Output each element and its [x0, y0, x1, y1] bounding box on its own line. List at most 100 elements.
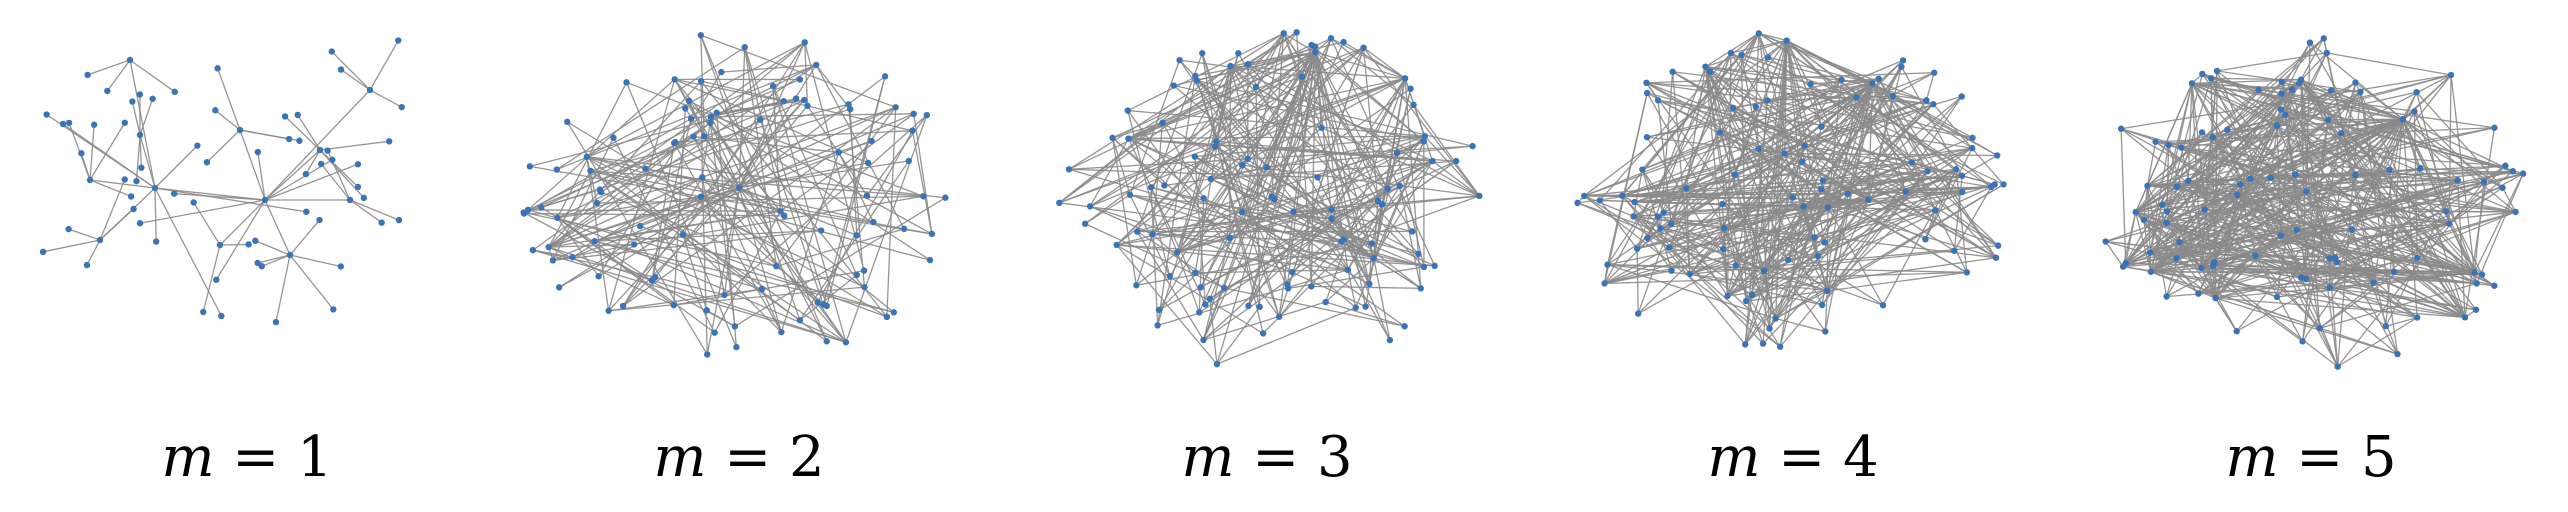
graph-edge — [215, 199, 266, 281]
graph-edge — [1689, 59, 1904, 275]
graph-edge — [2135, 211, 2152, 272]
graph-edge — [1634, 99, 1927, 203]
graph-edge — [154, 187, 157, 242]
graph-edge — [1821, 96, 1963, 306]
graph-node — [1643, 79, 1650, 87]
graph-node — [1875, 75, 1882, 83]
graph-node — [1772, 315, 1779, 322]
graph-edge — [1599, 199, 1829, 209]
graph-node — [1869, 80, 1876, 87]
graph-edge — [1224, 195, 1480, 289]
graph-edge — [527, 209, 894, 313]
graph-edge — [1164, 178, 1211, 187]
graph-edge — [2416, 92, 2450, 224]
graph-node — [1420, 263, 1428, 271]
graph-node — [883, 313, 891, 321]
graph-node — [1631, 198, 1638, 206]
graph-edge — [2125, 212, 2137, 264]
network-panel-m1: m = 1 — [0, 0, 504, 512]
graph-edge — [89, 122, 126, 181]
graph-node — [1764, 97, 1771, 104]
graph-edge — [1089, 138, 1130, 207]
graph-edge — [1730, 52, 2004, 186]
graph-edge — [1111, 137, 1137, 286]
graph-edge — [541, 136, 694, 208]
graph-node — [1196, 309, 1203, 316]
graph-edge — [815, 64, 851, 110]
graph-edge — [1111, 137, 1131, 196]
graph-node — [1170, 82, 1178, 89]
graph-node — [127, 193, 135, 200]
graph-node — [2255, 86, 2262, 93]
graph-edge — [2402, 119, 2418, 318]
graph-node — [697, 32, 705, 39]
graph-node — [881, 73, 889, 80]
graph-edge — [2300, 79, 2356, 176]
graph-node — [2386, 166, 2393, 173]
caption-value: 4 — [1843, 425, 1879, 490]
graph-node — [697, 193, 705, 200]
graph-edge — [1270, 52, 1317, 197]
graph-edge — [2204, 209, 2475, 273]
graph-edge — [1311, 44, 1425, 142]
graph-node — [1259, 330, 1267, 337]
graph-edge — [594, 229, 822, 242]
graph-node — [1994, 242, 2002, 249]
graph-node — [1618, 192, 1626, 199]
graph-node — [2173, 183, 2181, 190]
graph-edge — [1810, 83, 1913, 163]
graph-node — [1766, 325, 1773, 332]
graph-node — [1420, 138, 1428, 145]
graph-edge — [2301, 119, 2329, 342]
graph-node — [2278, 90, 2285, 97]
graph-node — [1221, 284, 1228, 292]
graph-node — [1821, 239, 1828, 246]
graph-node — [1202, 301, 1209, 308]
graph-edge — [1647, 148, 1760, 239]
graph-node — [1374, 197, 1381, 205]
graph-edge — [541, 108, 851, 209]
graph-edge — [693, 135, 839, 153]
network-panel-m4: m = 4 — [1536, 0, 2050, 512]
graph-edge — [320, 163, 351, 201]
graph-edge — [2187, 89, 2293, 182]
graph-node — [2480, 178, 2488, 186]
graph-edge — [2216, 52, 2327, 72]
graph-edge — [566, 121, 888, 318]
graph-edge — [1136, 53, 1203, 232]
graph-edge — [1215, 141, 1289, 289]
graph-node — [1191, 153, 1199, 160]
graph-edge — [1136, 242, 1372, 286]
graph-node — [526, 163, 534, 170]
graph-node — [317, 160, 325, 168]
graph-edge — [1432, 160, 1480, 197]
graph-edge — [675, 130, 913, 143]
graph-edge — [1314, 52, 1323, 128]
graph-edge — [2284, 114, 2516, 213]
graph-edge — [135, 134, 141, 182]
graph-node — [1289, 268, 1296, 276]
graph-edge — [1636, 248, 1639, 314]
caption-value: 2 — [789, 425, 825, 490]
graph-edge — [600, 191, 777, 267]
graph-edge — [2150, 267, 2202, 273]
graph-edge — [1827, 207, 1884, 306]
graph-node — [545, 243, 552, 251]
graph-edge — [1821, 175, 1963, 190]
graph-node — [2478, 271, 2486, 278]
graph-edge — [1732, 82, 1873, 109]
graph-node — [792, 95, 800, 102]
graph-edge — [2120, 128, 2127, 264]
graph-edge — [2200, 109, 2282, 269]
graph-node — [1727, 49, 1735, 57]
graph-node — [890, 309, 897, 316]
graph-edge — [1657, 215, 1997, 259]
graph-node — [1200, 336, 1207, 344]
graph-edge — [289, 254, 334, 310]
graph-edge — [1721, 203, 1884, 306]
caption-equals: = — [724, 425, 772, 490]
graph-node — [2207, 75, 2215, 82]
graph-edge — [1274, 37, 1332, 200]
graph-node — [214, 65, 221, 72]
graph-edge — [738, 64, 817, 188]
